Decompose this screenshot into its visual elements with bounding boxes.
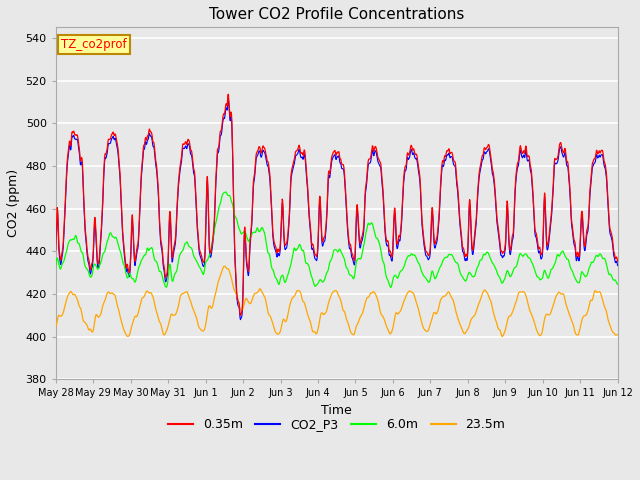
X-axis label: Time: Time [321,404,352,417]
Y-axis label: CO2 (ppm): CO2 (ppm) [7,169,20,237]
Legend: 0.35m, CO2_P3, 6.0m, 23.5m: 0.35m, CO2_P3, 6.0m, 23.5m [163,413,511,436]
Title: Tower CO2 Profile Concentrations: Tower CO2 Profile Concentrations [209,7,465,22]
Text: TZ_co2prof: TZ_co2prof [61,38,127,51]
